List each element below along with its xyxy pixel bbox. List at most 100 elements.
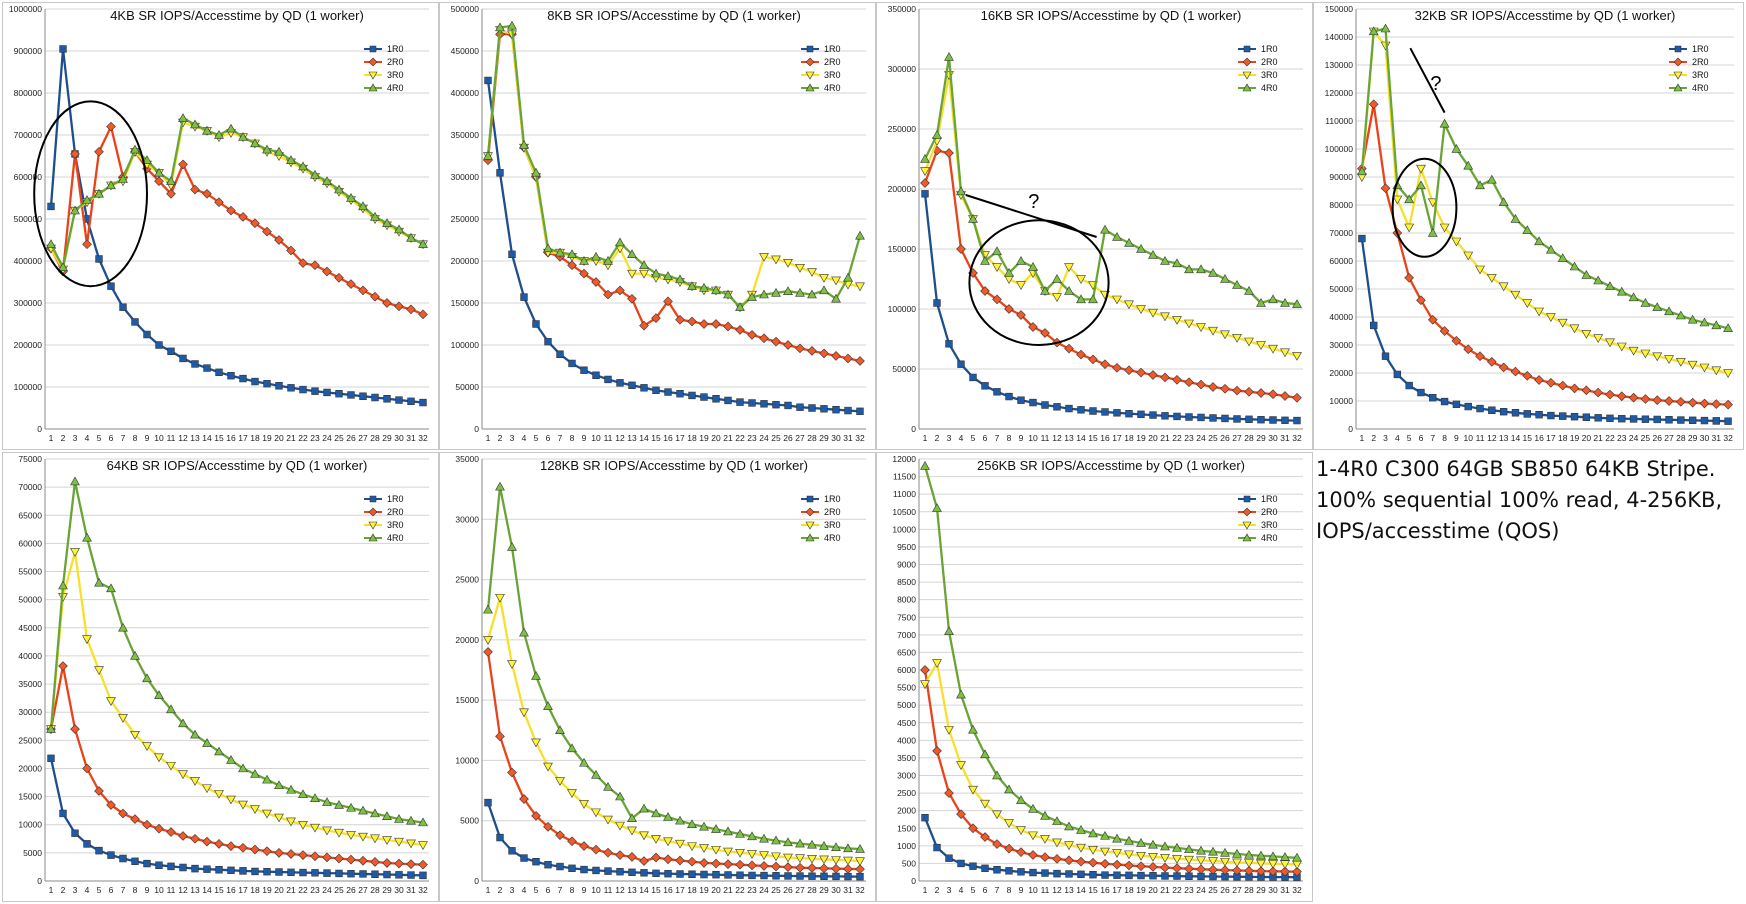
y-tick-label: 150000 xyxy=(451,298,480,308)
y-tick-label: 250000 xyxy=(888,124,917,134)
data-point xyxy=(1221,414,1229,423)
data-point xyxy=(1380,183,1391,194)
series-4r0 xyxy=(483,481,865,853)
x-tick-label: 22 xyxy=(1172,885,1182,895)
data-point xyxy=(1053,869,1061,878)
series-line-1r0 xyxy=(923,193,1298,422)
data-point xyxy=(508,250,516,258)
data-point xyxy=(1124,860,1134,871)
data-point xyxy=(784,872,792,880)
legend-swatch-marker xyxy=(1242,507,1252,517)
x-tick-label: 15 xyxy=(1088,433,1098,443)
x-tick-label: 24 xyxy=(759,433,769,443)
data-point xyxy=(699,319,709,329)
data-point xyxy=(166,761,176,771)
data-point xyxy=(1439,326,1450,336)
data-point xyxy=(190,777,200,786)
x-tick-label: 20 xyxy=(274,433,284,443)
legend-label: 4R0 xyxy=(824,83,841,93)
data-point xyxy=(1711,320,1722,330)
data-point xyxy=(1232,858,1242,868)
x-tick-label: 32 xyxy=(418,433,428,443)
data-point xyxy=(1723,369,1734,379)
data-point xyxy=(723,321,733,332)
x-tick-label: 1 xyxy=(1360,433,1365,443)
y-tick-label: 11500 xyxy=(893,472,916,482)
x-tick-label: 3 xyxy=(947,885,952,895)
x-tick-label: 29 xyxy=(1688,433,1698,443)
data-point xyxy=(651,835,661,844)
x-tick-label: 13 xyxy=(190,885,200,895)
data-point xyxy=(1687,397,1698,408)
data-point xyxy=(1628,392,1639,403)
data-point xyxy=(1370,321,1378,330)
data-point xyxy=(47,202,55,211)
data-point xyxy=(1616,391,1627,402)
legend-swatch-marker xyxy=(1673,83,1683,92)
x-tick-label: 30 xyxy=(831,885,841,895)
data-point xyxy=(154,753,164,763)
x-tick-label: 13 xyxy=(1064,433,1074,443)
data-point xyxy=(275,382,283,390)
x-tick-label: 22 xyxy=(1172,433,1182,443)
data-point xyxy=(1606,414,1614,423)
data-point xyxy=(1244,337,1254,347)
x-tick-label: 25 xyxy=(771,885,781,895)
data-point xyxy=(346,192,356,202)
x-tick-label: 32 xyxy=(1292,433,1302,443)
data-point xyxy=(1664,306,1674,316)
data-point xyxy=(407,871,415,879)
data-point xyxy=(543,821,553,832)
data-point xyxy=(507,542,517,551)
series-line-2r0 xyxy=(923,669,1298,873)
data-point xyxy=(920,461,930,470)
data-point xyxy=(1292,352,1302,361)
x-tick-label: 15 xyxy=(1523,433,1533,443)
y-axis: 0 50000 100000 150000 200000 250000 300000 3500… xyxy=(451,4,866,434)
data-point xyxy=(1711,366,1722,376)
data-point xyxy=(604,375,612,384)
data-point xyxy=(1040,810,1050,820)
data-point xyxy=(544,337,552,346)
data-point xyxy=(190,833,200,844)
data-point xyxy=(1004,784,1014,794)
data-point xyxy=(1616,286,1627,296)
data-point xyxy=(406,815,416,825)
x-tick-label: 26 xyxy=(783,433,793,443)
data-point xyxy=(274,780,284,790)
data-point xyxy=(1136,851,1146,861)
data-point xyxy=(143,330,151,339)
legend-swatch-marker xyxy=(368,521,378,530)
data-point xyxy=(1196,864,1206,875)
data-point xyxy=(1028,322,1038,332)
chart-title: 32KB SR IOPS/Accesstime by QD (1 worker) xyxy=(1415,8,1676,23)
data-point xyxy=(346,279,356,289)
data-point xyxy=(1280,391,1290,401)
data-point xyxy=(226,123,236,133)
data-point xyxy=(202,188,212,199)
data-point xyxy=(370,857,380,867)
data-point xyxy=(639,260,649,269)
x-axis: 1 2 3 4 5 6 7 8 9 10 11 12 13 14 15 16 17 18 19 20 21 22 23 24 2… xyxy=(486,433,865,443)
data-point xyxy=(190,119,200,129)
data-point xyxy=(1089,407,1097,415)
data-point xyxy=(142,155,152,164)
y-tick-label: 50000 xyxy=(1329,284,1353,294)
series-line-1r0 xyxy=(49,758,424,877)
data-point xyxy=(1629,415,1638,423)
data-point xyxy=(1209,414,1217,422)
data-point xyxy=(94,577,104,587)
chart-svg: 0 10000 20000 30000 40000 50000 60000 70000 8000… xyxy=(1325,4,1734,443)
data-point xyxy=(736,398,744,406)
chart-svg: 0500001000001500002000002500003000003500… xyxy=(451,4,866,443)
data-point xyxy=(154,176,164,187)
data-point xyxy=(759,833,769,843)
data-point xyxy=(1160,862,1170,873)
series-3r0 xyxy=(483,593,865,867)
legend-label: 2R0 xyxy=(387,507,404,517)
data-point xyxy=(520,293,528,301)
data-point xyxy=(1618,414,1626,423)
data-point xyxy=(627,826,637,836)
data-point xyxy=(1582,413,1591,421)
data-point xyxy=(772,872,780,880)
